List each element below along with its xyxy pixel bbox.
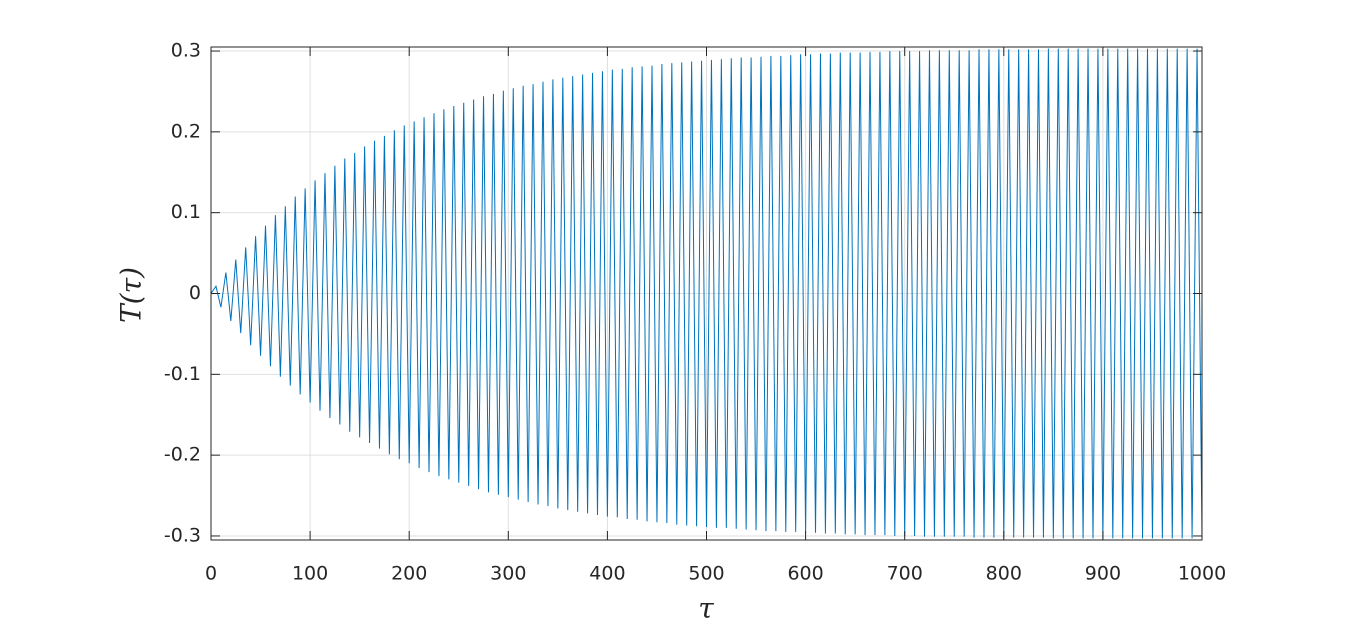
x-tick-label: 0 [205,563,217,585]
x-tick-label: 400 [589,563,625,585]
data-line [210,48,1203,539]
x-tick-label: 700 [887,563,923,585]
x-tick-label: 800 [986,563,1022,585]
y-tick-label: 0.2 [171,120,201,142]
y-tick-label: 0.1 [171,201,201,223]
x-tick-label: 300 [490,563,526,585]
y-tick-label: 0 [189,282,201,304]
x-tick-label: 1000 [1178,563,1226,585]
x-tick-label: 200 [391,563,427,585]
y-tick-label: 0.3 [171,40,201,62]
x-tick-label: 500 [688,563,724,585]
y-axis-title: T(τ) [115,267,148,323]
y-tick-label: -0.2 [164,444,201,466]
data-layer [210,48,1203,539]
x-axis-title: τ [698,592,714,625]
x-tick-label: 900 [1085,563,1121,585]
ticks: 0 100 200 300 400 500 600 700 800 900 1000 -0.3 -0.2… [164,40,1226,585]
x-tick-label: 100 [292,563,328,585]
x-tick-label: 600 [787,563,823,585]
y-tick-label: -0.3 [164,524,201,546]
y-tick-label: -0.1 [164,363,201,385]
